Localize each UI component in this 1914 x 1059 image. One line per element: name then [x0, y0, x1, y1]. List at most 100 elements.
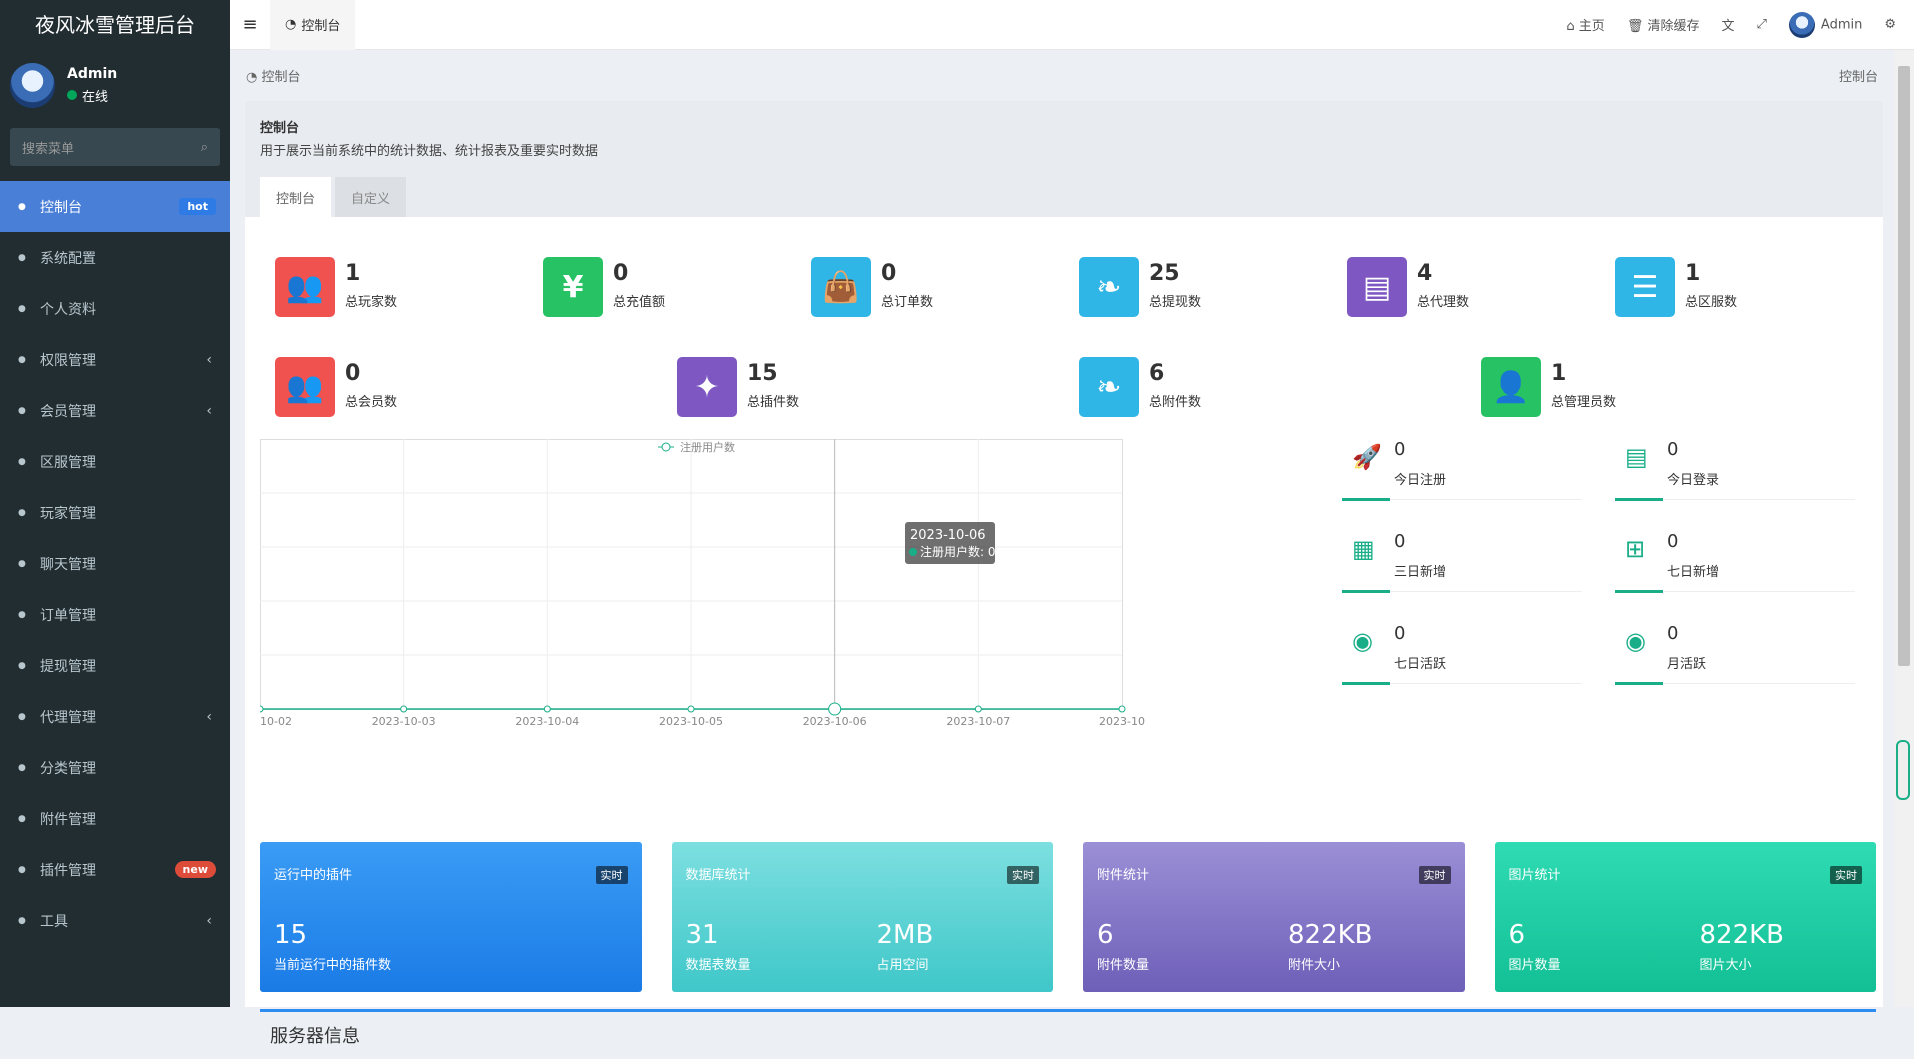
sidebar-item-12[interactable]: ● 附件管理 — [0, 793, 230, 844]
x-tick-label: 2023-10-04 — [515, 715, 579, 728]
sidebar-item-11[interactable]: ● 分类管理 — [0, 742, 230, 793]
stat-card[interactable]: 👤 1 总管理员数 — [1481, 357, 1883, 417]
sidebar-item-label: 工具 — [40, 913, 68, 930]
user-circle-icon: ◉ — [1352, 627, 1373, 655]
tab-dashboard[interactable]: ◔ 控制台 — [270, 0, 356, 50]
home-link[interactable]: ⌂ 主页 — [1566, 19, 1605, 34]
data-point — [256, 705, 264, 713]
chevron-left-icon: ‹ — [206, 402, 212, 419]
users-icon: 👥 — [275, 257, 335, 317]
mini-stat-value: 0 — [1394, 531, 1406, 552]
sidebar-item-7[interactable]: ● 聊天管理 — [0, 538, 230, 589]
stat-label: 总管理员数 — [1551, 395, 1617, 410]
data-point — [1118, 705, 1126, 713]
sidebar-item-13[interactable]: ● 插件管理 new — [0, 844, 230, 895]
card-title: 附件统计 — [1097, 868, 1150, 883]
clear-cache-button[interactable]: 🗑 清除缓存 — [1626, 19, 1700, 34]
card-subtitle: 数据表数量 — [685, 958, 751, 973]
user-panel: Admin 在线 — [0, 50, 230, 120]
sidebar-item-label: 订单管理 — [40, 607, 96, 624]
tooltip-title: 2023-10-06 — [910, 528, 986, 543]
stat-label: 总插件数 — [747, 395, 800, 410]
rocket-icon: 🚀 — [1352, 443, 1382, 471]
sidebar-item-label: 提现管理 — [40, 658, 96, 675]
menu-toggle-icon[interactable]: ≡ — [242, 14, 258, 35]
sidebar-item-3[interactable]: ● 权限管理 ‹ — [0, 334, 230, 385]
sidebar-item-label: 玩家管理 — [40, 505, 96, 522]
sidebar-item-label: 分类管理 — [40, 760, 96, 777]
stat-card[interactable]: 👥 0 总会员数 — [275, 357, 677, 417]
data-point — [687, 705, 695, 713]
summary-card[interactable]: 数据库统计 实时 31 数据表数量 2MB 占用空间 — [671, 842, 1053, 992]
admin-menu[interactable]: Admin — [1788, 11, 1862, 38]
sidebar-item-9[interactable]: ● 提现管理 — [0, 640, 230, 691]
menu-badge: hot — [179, 198, 216, 215]
sidebar-item-4[interactable]: ● 会员管理 ‹ — [0, 385, 230, 436]
drive-icon: ● — [18, 915, 26, 926]
line-chart-svg[interactable]: 10-02 2023-10-03 2023-10-04 2023-10-05 2023-… — [256, 439, 1313, 729]
gear-icon: ● — [18, 252, 26, 263]
group-icon: ● — [18, 354, 26, 365]
summary-card[interactable]: 附件统计 实时 6 附件数量 822KB 附件大小 — [1083, 842, 1465, 992]
tab-custom[interactable]: 自定义 — [335, 177, 407, 217]
summary-card[interactable]: 运行中的插件 实时 15 当前运行中的插件数 — [260, 842, 642, 992]
sidebar-item-8[interactable]: ● 订单管理 — [0, 589, 230, 640]
stat-label: 总代理数 — [1417, 295, 1470, 310]
avatar — [10, 62, 55, 108]
breadcrumb: ◔ 控制台 控制台 — [246, 69, 1878, 85]
page-scrollbar[interactable] — [1894, 50, 1914, 1007]
language-icon[interactable]: 文 — [1721, 19, 1735, 34]
magic-icon: ✦ — [677, 357, 737, 417]
stat-label: 总订单数 — [881, 295, 934, 310]
sidebar-item-14[interactable]: ● 工具 ‹ — [0, 895, 230, 946]
sidebar-item-1[interactable]: ● 系统配置 — [0, 232, 230, 283]
panel-description: 用于展示当前系统中的统计数据、统计报表及重要实时数据 — [260, 144, 599, 159]
stat-card[interactable]: ❧ 6 总附件数 — [1079, 357, 1481, 417]
summary-card[interactable]: 图片统计 实时 6 图片数量 822KB 图片大小 — [1494, 842, 1876, 992]
dashboard-icon: ◔ — [246, 69, 258, 85]
online-dot-icon — [67, 90, 77, 100]
search-icon[interactable]: ⌕ — [200, 139, 208, 155]
card-value-2: 822KB — [1288, 920, 1373, 950]
stat-label: 总充值额 — [613, 295, 666, 310]
menu-badge: new — [174, 861, 216, 878]
settings-gear-icon[interactable]: ⚙ — [1884, 17, 1896, 32]
sidebar-item-label: 控制台 — [40, 199, 82, 216]
tab-console[interactable]: 控制台 — [260, 177, 332, 217]
x-tick-label: 2023-10-03 — [372, 715, 436, 728]
realtime-badge: 实时 — [1007, 866, 1039, 884]
chevron-left-icon: ‹ — [206, 912, 212, 929]
sidebar-item-0[interactable]: ● 控制台 hot — [0, 181, 230, 232]
stat-card[interactable]: ☰ 1 总区服数 — [1615, 257, 1883, 317]
top-navbar: ≡ ◔ 控制台 ⌂ 主页 🗑 清除缓存 文 ⤢ Admin ⚙ — [230, 0, 1914, 50]
stat-card[interactable]: ✦ 15 总插件数 — [677, 357, 1079, 417]
avatar-small — [1788, 11, 1815, 38]
stat-card[interactable]: ▤ 4 总代理数 — [1347, 257, 1615, 317]
stat-card[interactable]: 👜 0 总订单数 — [811, 257, 1079, 317]
stat-label: 总玩家数 — [345, 295, 398, 310]
sidebar-item-6[interactable]: ● 玩家管理 — [0, 487, 230, 538]
mini-stat: ⊞ 0 七日新增 — [1615, 531, 1855, 621]
mini-stat: ▤ 0 今日登录 — [1615, 439, 1855, 529]
search-placeholder: 搜索菜单 — [22, 141, 75, 157]
x-tick-label: 2023-10-06 — [803, 715, 867, 728]
sidebar-item-10[interactable]: ● 代理管理 ‹ — [0, 691, 230, 742]
card-subtitle: 图片数量 — [1508, 958, 1561, 973]
card-value-2: 2MB — [876, 920, 934, 950]
fullscreen-icon[interactable]: ⤢ — [1756, 17, 1767, 32]
stat-card[interactable]: ❧ 25 总提现数 — [1079, 257, 1347, 317]
card-value: 31 — [685, 920, 719, 950]
stat-card[interactable]: 👥 1 总玩家数 — [275, 257, 543, 317]
realtime-badge: 实时 — [595, 866, 628, 884]
calendar-plus-icon: ⊞ — [1625, 535, 1646, 563]
sidebar-item-2[interactable]: ● 个人资料 — [0, 283, 230, 334]
user-status: 在线 — [67, 86, 117, 105]
stat-card[interactable]: ¥0 总充值额 — [543, 257, 811, 317]
app-title[interactable]: 夜风冰雪管理后台 — [0, 0, 230, 50]
tooltip-dot — [909, 548, 917, 556]
realtime-badge: 实时 — [1830, 866, 1862, 884]
search-input[interactable]: 搜索菜单 ⌕ — [10, 128, 220, 166]
panel-title: 控制台 — [260, 121, 300, 136]
sidebar-item-5[interactable]: ● 区服管理 — [0, 436, 230, 487]
card-subtitle: 附件数量 — [1097, 958, 1150, 973]
